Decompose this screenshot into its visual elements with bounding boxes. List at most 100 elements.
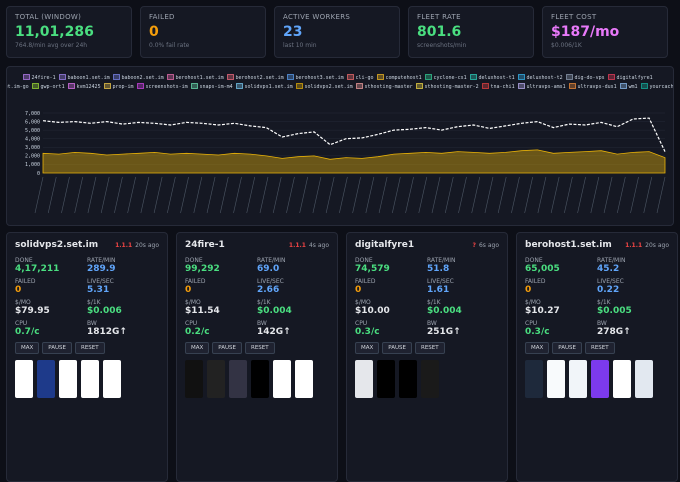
button[interactable]: MAX bbox=[185, 342, 210, 354]
stat-label: LIVE/SEC bbox=[87, 278, 114, 285]
stat-value: 0 bbox=[149, 24, 159, 40]
button[interactable]: RESET bbox=[415, 342, 445, 354]
stat-value: $0.006 bbox=[87, 306, 122, 316]
stat: $/1K $0.004 bbox=[257, 299, 329, 318]
stat-label: CPU bbox=[525, 320, 538, 327]
stat-label: BW bbox=[427, 320, 437, 327]
button[interactable]: MAX bbox=[15, 342, 40, 354]
chart: 24fire-1 baboon1.set.im baboon2.set.im bero… bbox=[0, 74, 680, 214]
thumbnail bbox=[591, 360, 609, 398]
legend-label: 24fire-1 bbox=[32, 75, 56, 81]
stat-label: CPU bbox=[15, 320, 28, 327]
button[interactable]: PAUSE bbox=[212, 342, 243, 354]
stat-value: $11.54 bbox=[185, 306, 220, 316]
legend-label: fourplex1.set.im-go bbox=[7, 84, 29, 90]
y-tick-label: 3,000 bbox=[25, 145, 40, 151]
stat-card: FLEET COST $187/mo $0.006/1K bbox=[542, 6, 668, 58]
legend-swatch bbox=[137, 83, 144, 89]
x-tick bbox=[418, 176, 428, 214]
stat: $/MO $10.27 bbox=[525, 299, 597, 318]
worker-badge: ? bbox=[472, 242, 476, 249]
x-tick bbox=[193, 176, 203, 214]
stat-value: 4,17,211 bbox=[15, 264, 60, 274]
stat-value: 0.3/c bbox=[355, 327, 380, 337]
buttons: MAX PAUSE RESET bbox=[355, 342, 499, 354]
x-tick bbox=[61, 176, 70, 214]
stat-label: $/MO bbox=[185, 299, 201, 306]
x-tick bbox=[352, 176, 361, 214]
worker-stats: DONE 65,005 RATE/MIN 45.2 FAILED 0 LIVE/SEC 0.2… bbox=[525, 257, 669, 339]
legend-swatch bbox=[113, 74, 120, 80]
line bbox=[42, 117, 666, 152]
stat-sub: screenshots/min bbox=[417, 42, 467, 49]
stat-value: 0 bbox=[15, 285, 22, 295]
stat-label: RATE/MIN bbox=[257, 257, 286, 264]
legend-label: sthosting-master-2 bbox=[425, 84, 479, 90]
button[interactable]: RESET bbox=[75, 342, 105, 354]
stat: $/1K $0.004 bbox=[427, 299, 499, 318]
button[interactable]: PAUSE bbox=[552, 342, 583, 354]
x-tick bbox=[34, 176, 44, 214]
stat-label: FAILED bbox=[15, 278, 36, 285]
legend-swatch bbox=[104, 83, 111, 89]
worker-age: 20s ago bbox=[645, 242, 669, 249]
stat-label: RATE/MIN bbox=[87, 257, 116, 264]
stat-card: FLEET RATE 801.6 screenshots/min bbox=[408, 6, 534, 58]
x-tick bbox=[140, 176, 150, 214]
buttons: MAX PAUSE RESET bbox=[185, 342, 329, 354]
worker-card: berohost1.set.im 1.1.1 20s ago DONE 65,005 RA… bbox=[516, 232, 678, 482]
worker-status: 1.1.1 20s ago bbox=[625, 242, 669, 249]
y-tick-label: 6,000 bbox=[25, 119, 40, 125]
stat: RATE/MIN 69.0 bbox=[257, 257, 329, 276]
legend-label: berohost1.set.im bbox=[176, 75, 224, 81]
thumbnail bbox=[613, 360, 631, 398]
legend-swatch bbox=[470, 74, 477, 80]
button[interactable]: MAX bbox=[355, 342, 380, 354]
stat-value: 142G↑ bbox=[257, 327, 291, 337]
thumbnails bbox=[185, 360, 329, 398]
stat-value: 65,005 bbox=[525, 264, 560, 274]
stat-label: DONE bbox=[355, 257, 373, 264]
thumbnail bbox=[547, 360, 565, 398]
y-tick-label: 5,000 bbox=[25, 128, 40, 134]
thumbnails bbox=[525, 360, 669, 398]
button[interactable]: RESET bbox=[585, 342, 615, 354]
button[interactable]: PAUSE bbox=[382, 342, 413, 354]
legend-swatch bbox=[356, 83, 363, 89]
stat: $/MO $79.95 bbox=[15, 299, 87, 318]
button[interactable]: PAUSE bbox=[42, 342, 73, 354]
stat: DONE 99,292 bbox=[185, 257, 257, 276]
worker-card: digitalfyre1? 6s ago DONE 74,579 RATE/MIN 51.… bbox=[346, 232, 508, 482]
button[interactable]: RESET bbox=[245, 342, 275, 354]
worker-age: 20s ago bbox=[135, 242, 159, 249]
legend-label: cli-go bbox=[356, 75, 374, 81]
legend-label: deluxhost-t2 bbox=[527, 75, 563, 81]
thumbnail bbox=[569, 360, 587, 398]
x-tick bbox=[206, 176, 216, 214]
button[interactable]: MAX bbox=[525, 342, 550, 354]
x-tick bbox=[74, 176, 83, 214]
x-tick bbox=[219, 176, 229, 214]
y-tick-label: 1,000 bbox=[25, 162, 40, 168]
worker-name: berohost1.set.im bbox=[525, 240, 612, 250]
x-tick bbox=[114, 176, 123, 214]
x-tick bbox=[378, 176, 388, 214]
stat: FAILED 0 bbox=[355, 278, 427, 297]
stat-label: RATE/MIN bbox=[597, 257, 626, 264]
stat-label: FAILED bbox=[355, 278, 376, 285]
thumbnail bbox=[355, 360, 373, 398]
stat-card: FAILED 0 0.0% fail rate bbox=[140, 6, 266, 58]
legend-swatch bbox=[167, 74, 174, 80]
worker-status: ? 6s ago bbox=[473, 242, 500, 249]
worker-age: 6s ago bbox=[478, 242, 499, 249]
stat-value: $10.00 bbox=[355, 306, 390, 316]
worker-badge: 1.1.1 bbox=[625, 242, 643, 249]
stat-value: 289.9 bbox=[87, 264, 116, 274]
legend-swatch bbox=[518, 74, 525, 80]
stat-value: 51.8 bbox=[427, 264, 450, 274]
x-tick bbox=[471, 176, 481, 214]
x-tick bbox=[537, 176, 547, 214]
stat-label: DONE bbox=[185, 257, 203, 264]
thumbnail bbox=[525, 360, 543, 398]
worker-name: 24fire-1 bbox=[185, 240, 225, 250]
